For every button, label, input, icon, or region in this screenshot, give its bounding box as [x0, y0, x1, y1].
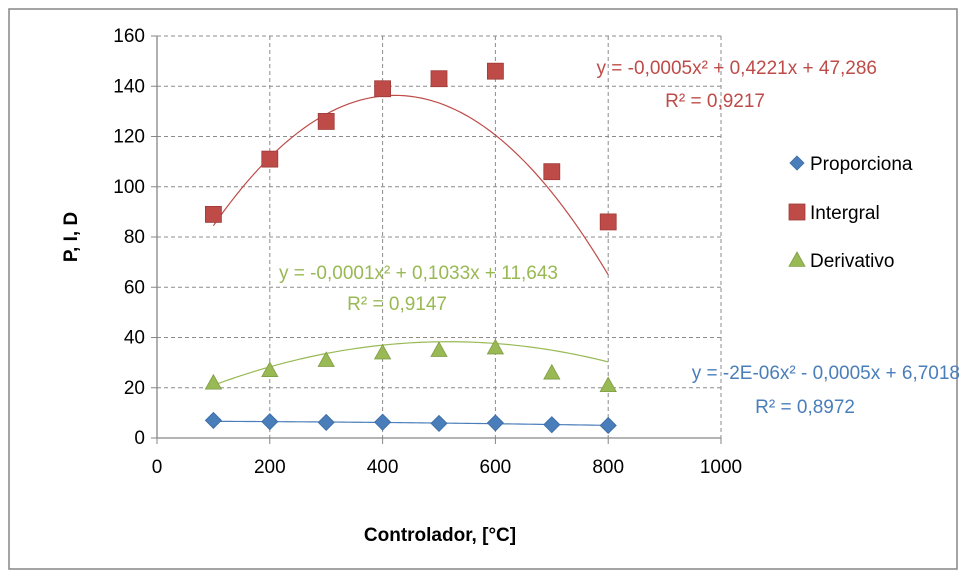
trendline-r-squared: R² = 0,8972 — [755, 397, 855, 418]
data-point-intergral — [430, 70, 448, 88]
legend-label: Intergral — [810, 203, 880, 224]
data-point-intergral — [374, 80, 392, 98]
trendline-r-squared: R² = 0,9147 — [347, 294, 447, 315]
legend-label: Proporciona — [810, 154, 913, 175]
x-axis-title: Controlador, [°C] — [364, 525, 516, 546]
y-tick-label: 160 — [113, 26, 145, 47]
x-tick-label: 200 — [254, 457, 286, 478]
data-point-intergral — [261, 150, 279, 168]
legend-marker-proporciona — [789, 155, 805, 171]
x-tick-label: 600 — [480, 457, 512, 478]
data-point-proporciona — [317, 413, 335, 431]
data-point-intergral — [599, 213, 617, 231]
y-tick-label: 20 — [124, 378, 145, 399]
trendline-equation: y = -0,0001x² + 0,1033x + 11,643 — [279, 263, 558, 284]
trendline-equation: y = -2E-06x² - 0,0005x + 6,7018 — [692, 363, 960, 384]
data-point-derivativo — [261, 361, 279, 377]
legend: Proporciona Intergral Derivativo — [788, 154, 913, 272]
y-tick-label: 80 — [124, 227, 145, 248]
data-point-proporciona — [204, 411, 222, 429]
axes — [151, 35, 722, 444]
data-point-intergral — [486, 62, 504, 80]
data-point-proporciona — [261, 413, 279, 431]
data-point-intergral — [543, 163, 561, 181]
trendline-r-squared: R² = 0,9217 — [665, 91, 765, 112]
y-tick-label: 60 — [124, 277, 145, 298]
data-point-intergral — [204, 205, 222, 223]
x-tick-label: 400 — [367, 457, 399, 478]
data-point-derivativo — [486, 338, 505, 355]
legend-marker-intergral — [788, 203, 806, 221]
trendline-equation: y = -0,0005x² + 0,4221x + 47,286 — [597, 58, 877, 79]
data-point-derivativo — [204, 373, 223, 390]
data-point-derivativo — [317, 351, 335, 367]
data-point-proporciona — [374, 413, 392, 431]
tick-labels: 0 20 40 60 80 100 120 140 160 0 200 400 600 800 1000 — [113, 26, 742, 478]
y-axis-title: P, I, D — [61, 212, 82, 262]
legend-marker-derivativo — [788, 251, 806, 267]
data-point-derivativo — [373, 343, 392, 360]
legend-label: Derivativo — [810, 251, 894, 272]
x-tick-label: 800 — [592, 457, 624, 478]
y-tick-label: 140 — [113, 76, 145, 97]
y-tick-label: 0 — [134, 428, 145, 449]
data-point-intergral — [317, 113, 335, 130]
y-tick-label: 120 — [113, 127, 145, 148]
data-point-proporciona — [486, 414, 504, 432]
trendline-equations: y = -2E-06x² - 0,0005x + 6,7018 R² = 0,89… — [279, 58, 960, 418]
data-point-derivativo — [543, 363, 561, 380]
data-markers — [204, 62, 617, 435]
trendline-proporciona — [213, 420, 609, 426]
data-point-proporciona — [543, 416, 561, 434]
data-point-derivativo — [599, 376, 617, 393]
data-point-proporciona — [430, 414, 448, 432]
gridlines — [157, 35, 722, 438]
y-tick-label: 100 — [113, 177, 145, 198]
data-point-derivativo — [430, 341, 448, 357]
trendline-intergral — [212, 94, 609, 276]
x-tick-label: 0 — [152, 457, 163, 478]
x-tick-label: 1000 — [700, 457, 742, 478]
y-tick-label: 40 — [124, 328, 145, 349]
chart-frame — [8, 8, 958, 570]
data-point-proporciona — [599, 416, 617, 435]
trendlines — [212, 94, 609, 426]
trendline-derivativo — [213, 341, 609, 386]
